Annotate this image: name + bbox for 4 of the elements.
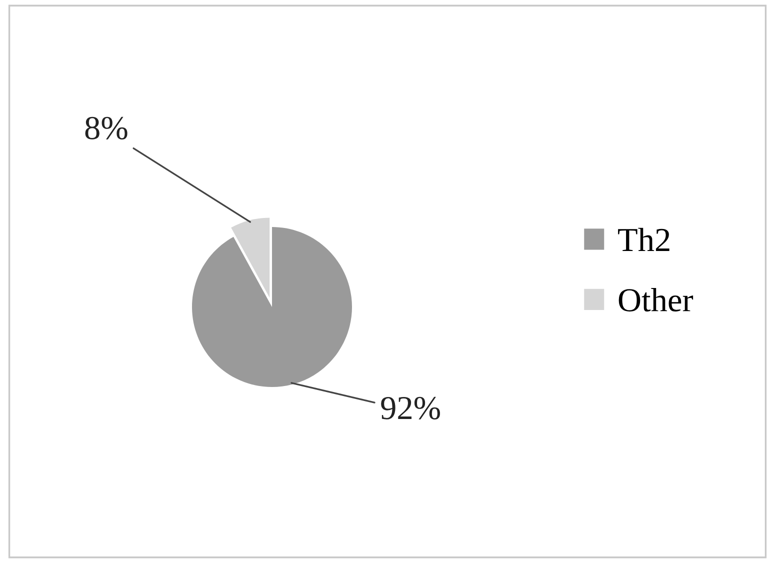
legend-label: Th2 <box>618 228 670 251</box>
legend-label: Other <box>618 288 694 312</box>
data-label: 8% <box>85 116 128 140</box>
data-label: 92% <box>381 396 440 420</box>
